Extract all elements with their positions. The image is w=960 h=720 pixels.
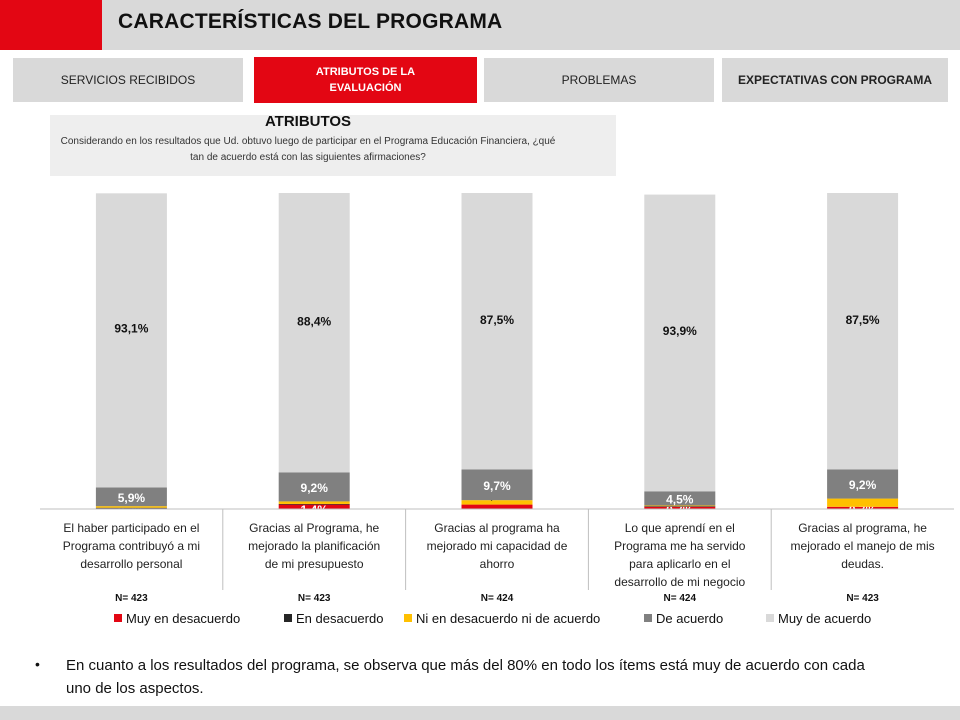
legend-swatch-4	[644, 614, 652, 622]
bullet-icon: •	[35, 656, 40, 672]
category-label-1: El haber participado en el Programa contr…	[63, 521, 200, 571]
bar-segment-1-cat-4	[644, 506, 716, 509]
attributes-question: Considerando en los resultados que Ud. o…	[60, 136, 556, 163]
data-label-4-cat-2: 9,2%	[301, 481, 329, 495]
bar-segment-3-cat-4	[644, 505, 716, 507]
bar-segment-4-cat-5	[827, 469, 899, 499]
n-label-3: N= 424	[481, 593, 514, 604]
bar-segment-1-cat-5	[827, 506, 899, 509]
legend-label-3: Ni en desacuerdo ni de acuerdo	[416, 611, 600, 626]
tab-problemas[interactable]: PROBLEMAS	[484, 58, 714, 102]
n-label-2: N= 423	[298, 593, 331, 604]
header-accent-block	[0, 0, 102, 50]
footer-bar	[0, 706, 960, 720]
data-label-5-cat-2: 88,4%	[297, 314, 331, 328]
bar-segment-4-cat-1	[95, 487, 167, 507]
bar-segment-5-cat-5	[827, 193, 899, 470]
bar-segment-5-cat-2	[278, 193, 350, 473]
bar-segment-4-cat-4	[644, 491, 716, 506]
data-label-5-cat-4: 93,9%	[663, 324, 697, 338]
bar-segment-2-cat-4	[644, 506, 716, 507]
n-label-1: N= 423	[115, 593, 148, 604]
legend-label-2: En desacuerdo	[296, 611, 383, 626]
category-label-4: Lo que aprendí en el Programa me ha servi…	[614, 521, 746, 589]
legend-swatch-2	[284, 614, 292, 622]
page-title: CARACTERÍSTICAS DEL PROGRAMA	[118, 10, 503, 33]
n-label-4: N= 424	[664, 593, 697, 604]
stacked-bar-chart: 0,2%5,9%93,1%El haber participado en el P…	[40, 193, 954, 626]
legend-label-1: Muy en desacuerdo	[126, 611, 240, 626]
category-label-5: Gracias al programa, he mejorado el manej…	[791, 521, 935, 571]
data-label-4-cat-1: 5,9%	[118, 491, 146, 505]
tab-expectativas[interactable]: EXPECTATIVAS CON PROGRAMA	[722, 58, 948, 102]
bar-segment-3-cat-2	[278, 501, 350, 504]
legend-swatch-1	[114, 614, 122, 622]
data-label-5-cat-3: 87,5%	[480, 313, 514, 327]
bar-segment-3-cat-5	[827, 498, 899, 507]
data-label-4-cat-4: 4,5%	[666, 492, 694, 506]
data-label-5-cat-5: 87,5%	[846, 313, 880, 327]
bar-segment-2-cat-1	[95, 507, 167, 509]
data-label-4-cat-5: 9,2%	[849, 478, 877, 492]
legend-label-4: De acuerdo	[656, 611, 723, 626]
tab-atributos-evaluacion[interactable]: ATRIBUTOS DE LA EVALUACIÓN	[254, 57, 477, 103]
bar-segment-3-cat-3	[461, 500, 533, 505]
category-label-3: Gracias al programa ha mejorado mi capaci…	[427, 521, 568, 571]
tab-servicios-recibidos[interactable]: SERVICIOS RECIBIDOS	[13, 58, 243, 102]
bar-segment-1-cat-3	[461, 504, 533, 509]
data-label-1-cat-2: 1,4%	[301, 503, 329, 517]
legend-swatch-3	[404, 614, 412, 622]
legend-swatch-5	[766, 614, 774, 622]
header-bar	[0, 0, 960, 50]
data-label-5-cat-1: 93,1%	[114, 322, 148, 336]
bar-segment-5-cat-4	[644, 194, 716, 492]
category-label-2: Gracias al Programa, he mejorado la plani…	[248, 521, 380, 571]
attributes-title: ATRIBUTOS	[264, 113, 352, 130]
data-label-4-cat-3: 9,7%	[483, 479, 511, 493]
n-label-5: N= 423	[846, 593, 879, 604]
tab-atributos-label: ATRIBUTOS DE LA EVALUACIÓN	[315, 66, 416, 94]
bar-segment-4-cat-3	[461, 469, 533, 501]
bar-segment-1-cat-2	[278, 504, 350, 509]
bar-segment-3-cat-1	[95, 506, 167, 508]
bar-segment-5-cat-1	[95, 193, 167, 488]
attributes-box	[50, 115, 616, 176]
legend-label-5: Muy de acuerdo	[778, 611, 871, 626]
bar-segment-2-cat-2	[278, 503, 350, 505]
bar-segment-4-cat-2	[278, 472, 350, 502]
bar-segment-5-cat-3	[461, 193, 533, 470]
bullet-text: En cuanto a los resultados del programa,…	[66, 657, 865, 697]
